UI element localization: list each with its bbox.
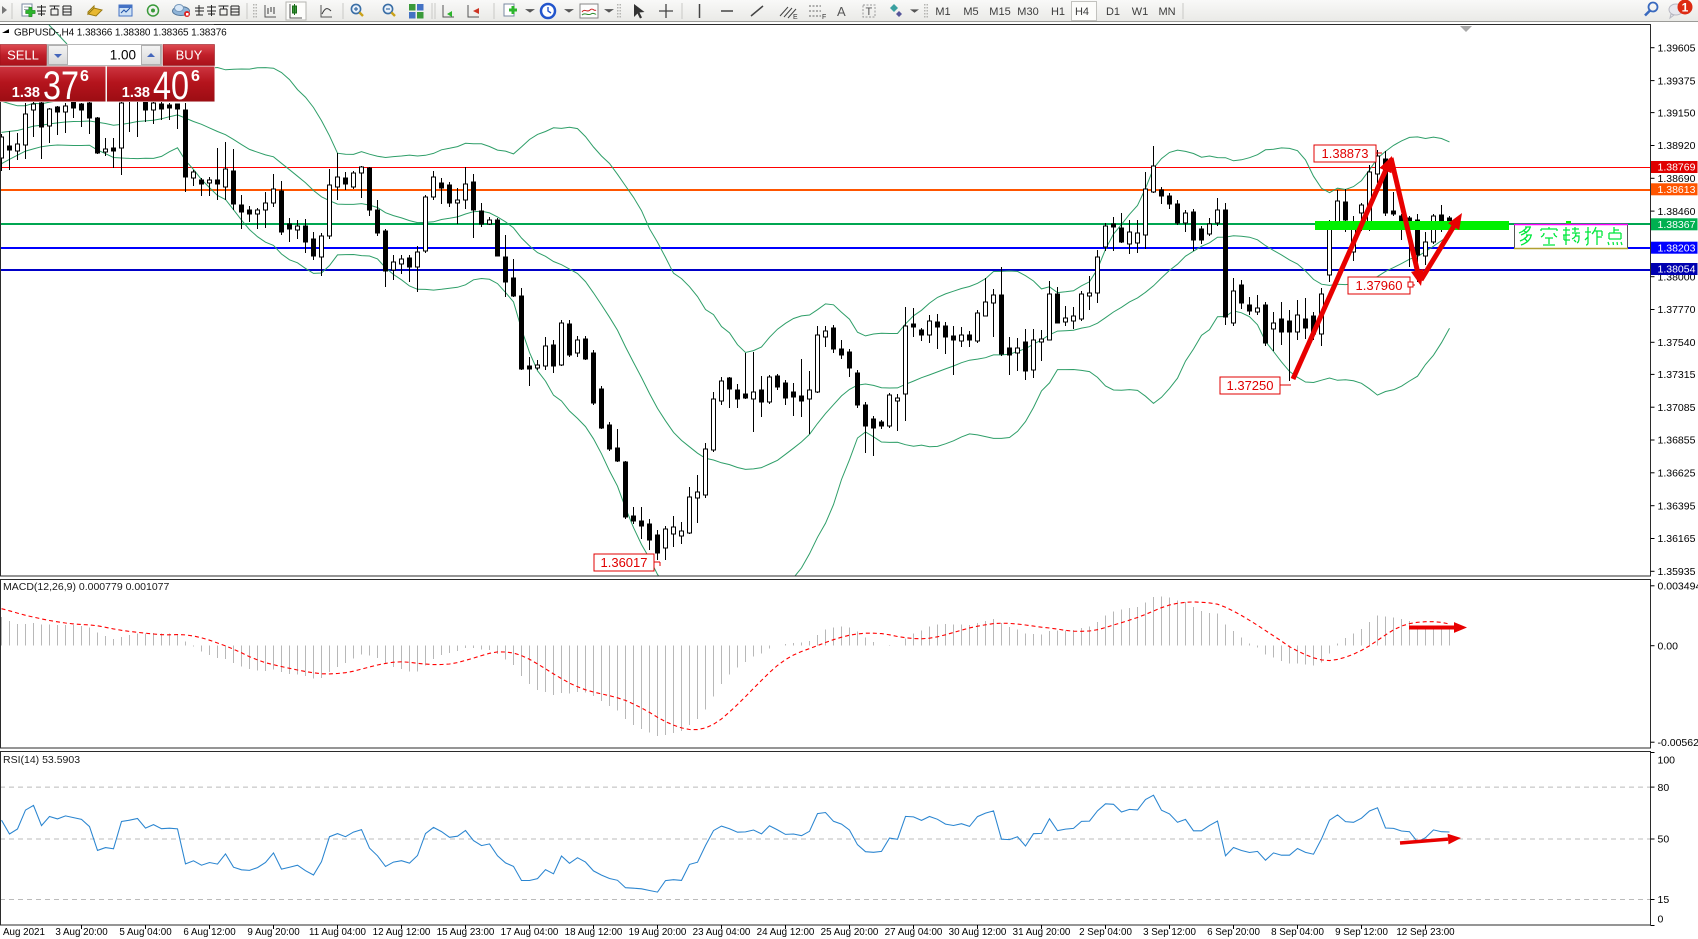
- svg-text:RSI(14) 53.5903: RSI(14) 53.5903: [3, 754, 80, 766]
- svg-text:12 Aug 12:00: 12 Aug 12:00: [373, 927, 431, 938]
- svg-text:50: 50: [1658, 834, 1670, 846]
- svg-text:0.003494: 0.003494: [1658, 581, 1698, 593]
- svg-text:H1: H1: [1051, 6, 1065, 18]
- svg-text:1: 1: [1682, 0, 1689, 14]
- svg-text:1.37085: 1.37085: [1658, 402, 1696, 414]
- svg-text:27 Aug 04:00: 27 Aug 04:00: [885, 927, 943, 938]
- svg-text:0.00: 0.00: [1658, 640, 1679, 652]
- svg-text:19 Aug 20:00: 19 Aug 20:00: [629, 927, 687, 938]
- svg-text:F: F: [822, 14, 826, 21]
- svg-text:M15: M15: [989, 6, 1010, 18]
- svg-text:MN: MN: [1158, 6, 1175, 18]
- svg-text:6 Sep 20:00: 6 Sep 20:00: [1207, 927, 1260, 938]
- svg-text:1.37315: 1.37315: [1658, 369, 1696, 381]
- svg-text:D1: D1: [1106, 6, 1120, 18]
- svg-text:6: 6: [191, 68, 200, 85]
- svg-text:M5: M5: [963, 6, 978, 18]
- svg-text:A: A: [837, 4, 846, 19]
- svg-text:1.39150: 1.39150: [1658, 107, 1696, 119]
- svg-text:1.38920: 1.38920: [1658, 140, 1696, 152]
- svg-text:6 Aug 12:00: 6 Aug 12:00: [183, 927, 236, 938]
- svg-text:18 Aug 12:00: 18 Aug 12:00: [565, 927, 623, 938]
- svg-text:SELL: SELL: [7, 48, 39, 63]
- svg-text:1.36625: 1.36625: [1658, 468, 1696, 480]
- svg-text:1.38460: 1.38460: [1658, 206, 1696, 218]
- svg-text:40: 40: [153, 64, 189, 108]
- svg-text:M30: M30: [1017, 6, 1038, 18]
- svg-text:1.35935: 1.35935: [1658, 566, 1696, 578]
- svg-text:25 Aug 20:00: 25 Aug 20:00: [821, 927, 879, 938]
- svg-text:-0.005628: -0.005628: [1658, 737, 1698, 749]
- svg-text:1.37540: 1.37540: [1658, 337, 1696, 349]
- svg-text:E: E: [793, 14, 798, 21]
- svg-text:Aug 2021: Aug 2021: [3, 927, 45, 938]
- svg-text:0: 0: [1658, 913, 1664, 925]
- svg-text:1.38203: 1.38203: [1658, 242, 1696, 254]
- svg-text:1.00: 1.00: [110, 48, 136, 63]
- svg-text:6: 6: [80, 68, 89, 85]
- svg-text:37: 37: [43, 64, 79, 108]
- svg-text:1.36855: 1.36855: [1658, 435, 1696, 447]
- svg-text:H4: H4: [1075, 6, 1089, 18]
- svg-text:15: 15: [1658, 894, 1670, 906]
- svg-text:M1: M1: [935, 6, 950, 18]
- svg-text:1.39375: 1.39375: [1658, 75, 1696, 87]
- svg-text:1.39605: 1.39605: [1658, 42, 1696, 54]
- svg-text:31 Aug 20:00: 31 Aug 20:00: [1013, 927, 1071, 938]
- svg-text:11 Aug 04:00: 11 Aug 04:00: [309, 927, 367, 938]
- svg-text:8 Sep 04:00: 8 Sep 04:00: [1271, 927, 1324, 938]
- svg-text:1.38613: 1.38613: [1658, 184, 1696, 196]
- svg-text:1.37250: 1.37250: [1227, 378, 1274, 393]
- svg-text:BUY: BUY: [176, 48, 203, 63]
- svg-text:23 Aug 04:00: 23 Aug 04:00: [693, 927, 751, 938]
- svg-text:1.38: 1.38: [12, 85, 40, 101]
- svg-text:1.36395: 1.36395: [1658, 500, 1696, 512]
- svg-text:1.36165: 1.36165: [1658, 533, 1696, 545]
- svg-text:2 Sep 04:00: 2 Sep 04:00: [1079, 927, 1132, 938]
- svg-text:12 Sep 23:00: 12 Sep 23:00: [1396, 927, 1455, 938]
- svg-text:1.38873: 1.38873: [1322, 146, 1369, 161]
- svg-text:1.36017: 1.36017: [601, 555, 648, 570]
- svg-text:1.37960: 1.37960: [1356, 278, 1403, 293]
- svg-text:MACD(12,26,9) 0.000779 0.00107: MACD(12,26,9) 0.000779 0.001077: [3, 581, 170, 593]
- svg-text:9 Sep 12:00: 9 Sep 12:00: [1335, 927, 1388, 938]
- svg-text:17 Aug 04:00: 17 Aug 04:00: [501, 927, 559, 938]
- svg-text:W1: W1: [1132, 6, 1149, 18]
- svg-text:1.38: 1.38: [122, 85, 150, 101]
- svg-text:T: T: [866, 6, 873, 18]
- svg-text:3 Aug 20:00: 3 Aug 20:00: [55, 927, 108, 938]
- svg-text:100: 100: [1658, 754, 1676, 766]
- svg-text:80: 80: [1658, 782, 1670, 794]
- svg-text:1.37770: 1.37770: [1658, 304, 1696, 316]
- svg-text:5 Aug 04:00: 5 Aug 04:00: [119, 927, 172, 938]
- svg-text:15 Aug 23:00: 15 Aug 23:00: [437, 927, 495, 938]
- svg-text:1.38054: 1.38054: [1658, 264, 1696, 276]
- svg-text:GBPUSD-,H4 1.38366 1.38380 1.: GBPUSD-,H4 1.38366 1.38380 1.38365 1.383…: [14, 28, 227, 39]
- svg-text:1.38367: 1.38367: [1658, 219, 1696, 231]
- svg-text:30 Aug 12:00: 30 Aug 12:00: [949, 927, 1007, 938]
- svg-text:1.38690: 1.38690: [1658, 173, 1696, 185]
- svg-text:1.38769: 1.38769: [1658, 162, 1696, 174]
- svg-text:9 Aug 20:00: 9 Aug 20:00: [247, 927, 300, 938]
- svg-text:3 Sep 12:00: 3 Sep 12:00: [1143, 927, 1196, 938]
- svg-text:24 Aug 12:00: 24 Aug 12:00: [757, 927, 815, 938]
